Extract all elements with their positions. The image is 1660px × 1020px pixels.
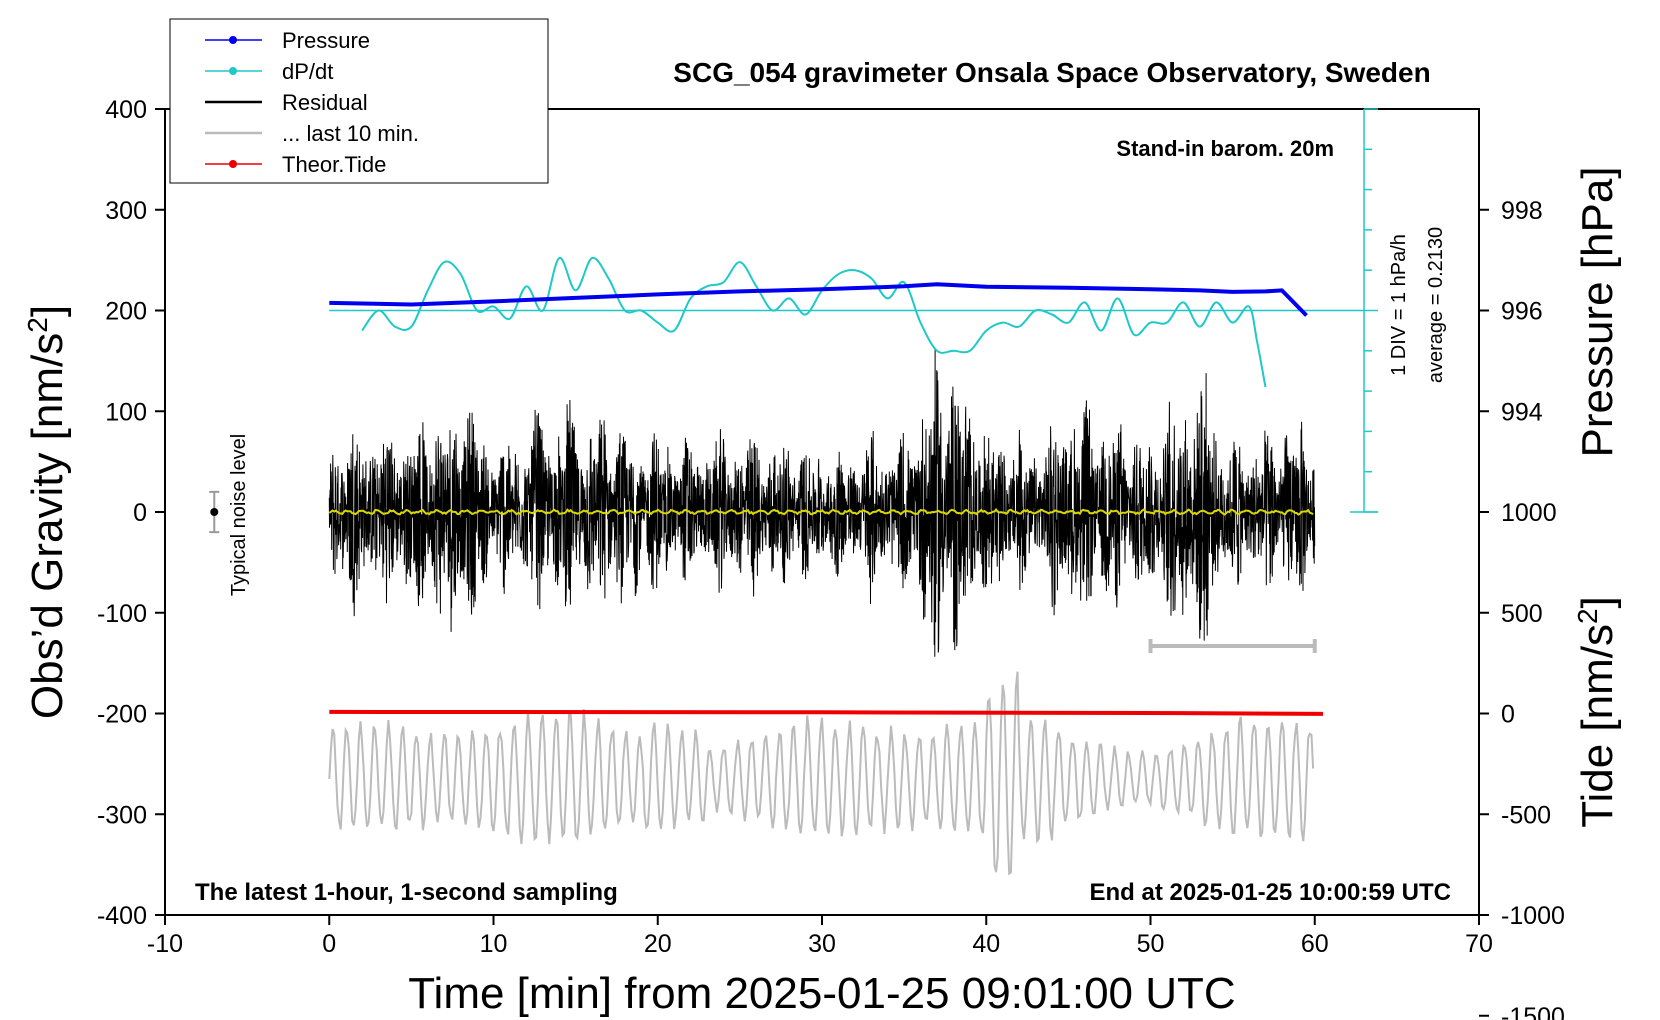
residual-smoothed-series [328, 508, 1314, 516]
pressure-tick-label: 994 [1501, 398, 1543, 426]
dpdt-average-label: average = 0.2130 [1425, 227, 1447, 383]
residual-line [328, 348, 1316, 657]
x-tick-label: 20 [644, 930, 672, 958]
tide-tick-label: -1000 [1501, 902, 1565, 930]
x-tick-label: 70 [1465, 930, 1493, 958]
legend-label: dP/dt [282, 59, 333, 84]
dpdt-scale-axis [1350, 108, 1379, 513]
annotation-marks [209, 490, 1317, 653]
y-tick-label: -100 [97, 600, 147, 628]
x-tick-label: -10 [147, 930, 183, 958]
y-tick-label: -200 [97, 701, 147, 729]
y-tick-label: 200 [105, 298, 147, 326]
tide-tick-label: 500 [1501, 600, 1543, 628]
y-axis-left-label: Obs’d Gravity [nm/s2] [22, 305, 73, 719]
chart-title: SCG_054 gravimeter Onsala Space Observat… [673, 57, 1430, 88]
residual-series [328, 348, 1316, 657]
y-tick-label: 100 [105, 398, 147, 426]
pressure-line [329, 282, 1308, 317]
x-tick-label: 60 [1301, 930, 1329, 958]
y-axis-tide-label: Tide [nm/s2] [1572, 596, 1623, 828]
x-tick-label: 30 [808, 930, 836, 958]
dpdt-scale-label: 1 DIV = 1 hPa/h [1388, 234, 1410, 376]
y-tick-label: 300 [105, 197, 147, 225]
subtitle-left: The latest 1-hour, 1-second sampling [195, 879, 618, 906]
pressure-tick-label: 998 [1501, 197, 1543, 225]
last-10-min-series [328, 671, 1315, 876]
y-tick-label: 0 [133, 499, 147, 527]
tide-tick-label: 1000 [1501, 499, 1557, 527]
legend-label: Theor.Tide [282, 152, 386, 177]
y-tick-label: -300 [97, 801, 147, 829]
tide-tick-label: 0 [1501, 701, 1515, 729]
x-tick-label: 50 [1137, 930, 1165, 958]
noise-level-label: Typical noise level [228, 434, 250, 596]
legend-label: ... last 10 min. [282, 121, 419, 146]
x-tick-label: 0 [322, 930, 336, 958]
theoretical-tide-series [329, 709, 1324, 716]
tide-tick-label: -1500 [1501, 1003, 1565, 1020]
legend-marker [229, 36, 237, 44]
subtitle-right: End at 2025-01-25 10:00:59 UTC [1090, 879, 1452, 906]
tide-tick-label: -500 [1501, 801, 1551, 829]
y-tick-label: 400 [105, 96, 147, 124]
x-axis-label: Time [min] from 2025-01-25 09:01:00 UTC [408, 969, 1235, 1018]
legend: Pressure dP/dt Residual ... last 10 min. The… [169, 18, 549, 184]
pressure-tick-label: 996 [1501, 298, 1543, 326]
x-tick-label: 10 [480, 930, 508, 958]
axis-ticks: -10 0 10 20 30 40 50 60 704003002001000-100-200-… [97, 96, 1565, 1020]
last-10-min-line [328, 671, 1315, 876]
legend-label: Pressure [282, 28, 370, 53]
legend-label: Residual [282, 90, 368, 115]
pressure-series [329, 282, 1308, 317]
noise-bar-dot [210, 508, 219, 516]
y-tick-label: -400 [97, 902, 147, 930]
barometer-note: Stand-in barom. 20m [1116, 136, 1334, 161]
y-axis-pressure-label: Pressure [hPa] [1573, 166, 1622, 457]
residual-smoothed-line [328, 508, 1314, 516]
x-tick-label: 40 [972, 930, 1000, 958]
theoretical-tide-line [329, 709, 1324, 716]
legend-marker [229, 67, 237, 75]
legend-marker [229, 160, 237, 168]
